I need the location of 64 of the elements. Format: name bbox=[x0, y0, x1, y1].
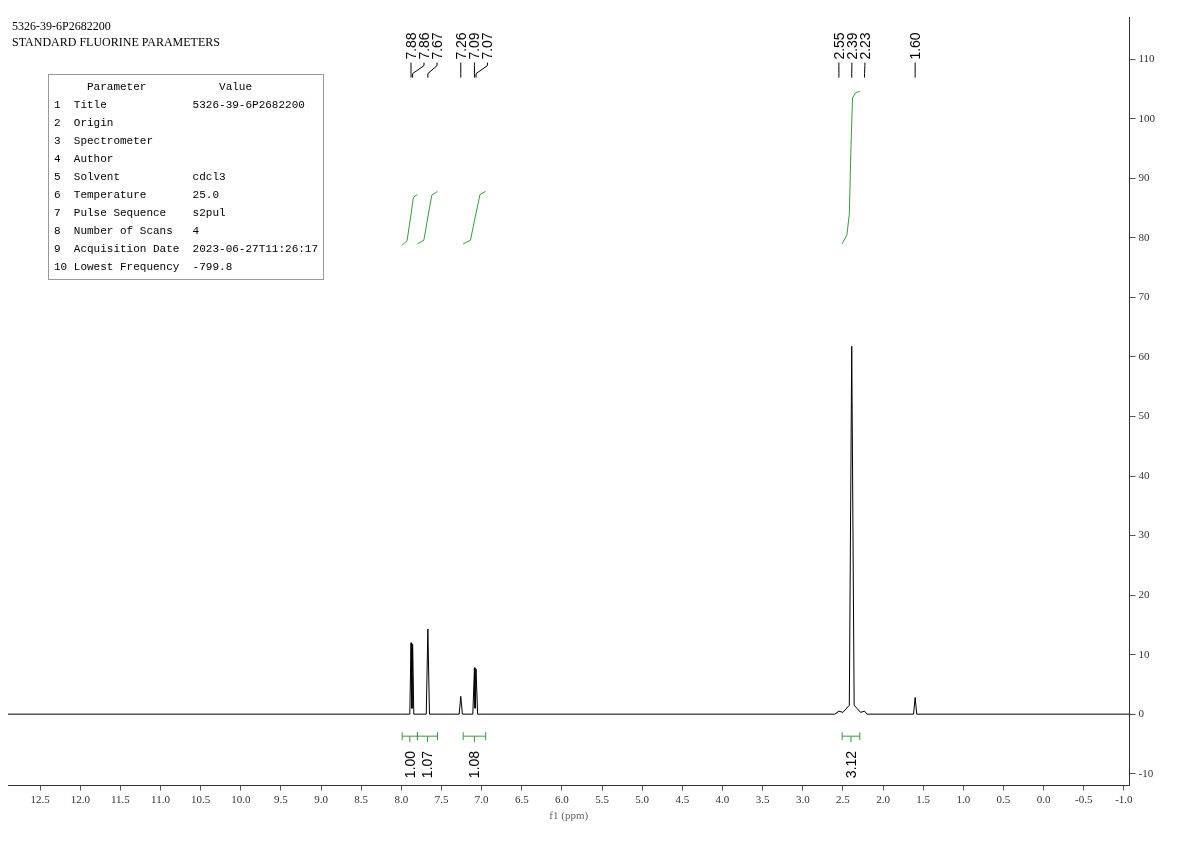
x-tick-label: 11.0 bbox=[151, 793, 171, 806]
x-tick-label: 4.5 bbox=[675, 793, 690, 806]
x-tick-label: 9.0 bbox=[314, 793, 329, 806]
x-axis-title: f1 (ppm) bbox=[549, 809, 589, 823]
chart-title: 5326-39-6P2682200 bbox=[12, 18, 112, 34]
text: STANDARD FLUORINE PARAMETERS bbox=[12, 34, 220, 50]
legend-label: 3.12 bbox=[842, 750, 859, 779]
x-tick-label: 7.5 bbox=[434, 793, 449, 806]
annotation: 7.26 bbox=[452, 32, 469, 60]
annotation: Parameter Value bbox=[86, 80, 254, 95]
x-tick-label: 5.0 bbox=[635, 793, 650, 806]
y-tick-label: 40 bbox=[1138, 468, 1150, 481]
annotation: 1.60 bbox=[907, 32, 924, 60]
x-tick-label: 10.0 bbox=[231, 793, 251, 806]
y-tick-label: 90 bbox=[1138, 171, 1150, 184]
x-tick-label: -0.5 bbox=[1075, 793, 1093, 806]
annotation: 7 Pulse Sequence s2pul bbox=[54, 206, 227, 221]
annotation: 4 Author bbox=[54, 152, 115, 167]
x-tick-label: 8.5 bbox=[354, 793, 369, 806]
x-tick-label: 2.5 bbox=[836, 793, 851, 806]
annotation: 3 Spectrometer bbox=[54, 134, 155, 149]
legend-label: 1.07 bbox=[419, 750, 436, 779]
x-tick-label: 6.0 bbox=[555, 793, 570, 806]
x-tick-label: 11.5 bbox=[110, 793, 131, 806]
x-tick-label: 9.5 bbox=[274, 793, 289, 806]
x-tick-label: 0.0 bbox=[1036, 793, 1051, 806]
legend-label: 1.08 bbox=[466, 750, 483, 779]
y-tick-label: 30 bbox=[1138, 528, 1150, 541]
x-tick-label: -1.0 bbox=[1115, 793, 1134, 806]
annotation: 1 Title 5326-39-6P2682200 bbox=[54, 98, 306, 113]
y-tick-label: 110 bbox=[1138, 52, 1156, 65]
y-tick-label: 50 bbox=[1138, 409, 1150, 422]
annotation: 10 Lowest Frequency -799.8 bbox=[54, 260, 234, 275]
y-tick-label: 100 bbox=[1138, 111, 1156, 124]
legend-label: 1.00 bbox=[401, 750, 418, 779]
x-tick-label: 8.0 bbox=[394, 793, 409, 806]
x-tick-label: 4.0 bbox=[715, 793, 730, 806]
annotation: 2 Origin bbox=[54, 116, 115, 131]
y-tick-label: 10 bbox=[1138, 647, 1150, 660]
annotation: 7.67 bbox=[429, 32, 445, 60]
x-tick-label: 10.5 bbox=[191, 793, 211, 806]
annotation: 7.86 bbox=[416, 32, 432, 60]
y-tick-label: 80 bbox=[1138, 230, 1150, 243]
y-tick-label: 0 bbox=[1138, 707, 1145, 720]
x-tick-label: 3.0 bbox=[795, 793, 811, 806]
x-tick-label: 7.0 bbox=[474, 793, 490, 806]
x-tick-label: 0.5 bbox=[996, 793, 1011, 806]
y-tick-label: 70 bbox=[1138, 290, 1150, 303]
x-tick-label: 3.5 bbox=[755, 793, 770, 806]
x-tick-label: 2.0 bbox=[876, 793, 891, 806]
y-tick-label: 60 bbox=[1138, 349, 1150, 362]
y-tick-label: 20 bbox=[1138, 587, 1150, 600]
annotation: 8 Number of Scans 4 bbox=[54, 224, 201, 239]
annotation: 7.88 bbox=[403, 32, 419, 60]
annotation: 6 Temperature 25.0 bbox=[54, 188, 221, 203]
annotation: 5 Solvent cdcl3 bbox=[54, 170, 227, 185]
x-tick-label: 12.0 bbox=[70, 793, 91, 806]
y-tick-label: -10 bbox=[1138, 766, 1154, 779]
x-tick-label: 1.5 bbox=[916, 793, 931, 806]
x-tick-label: 5.5 bbox=[595, 793, 610, 806]
x-tick-label: 6.5 bbox=[514, 793, 530, 806]
annotation: 9 Acquisition Date 2023-06-27T11:26:17 bbox=[54, 242, 319, 257]
x-tick-label: 1.0 bbox=[956, 793, 971, 806]
x-tick-label: 12.5 bbox=[30, 793, 51, 806]
